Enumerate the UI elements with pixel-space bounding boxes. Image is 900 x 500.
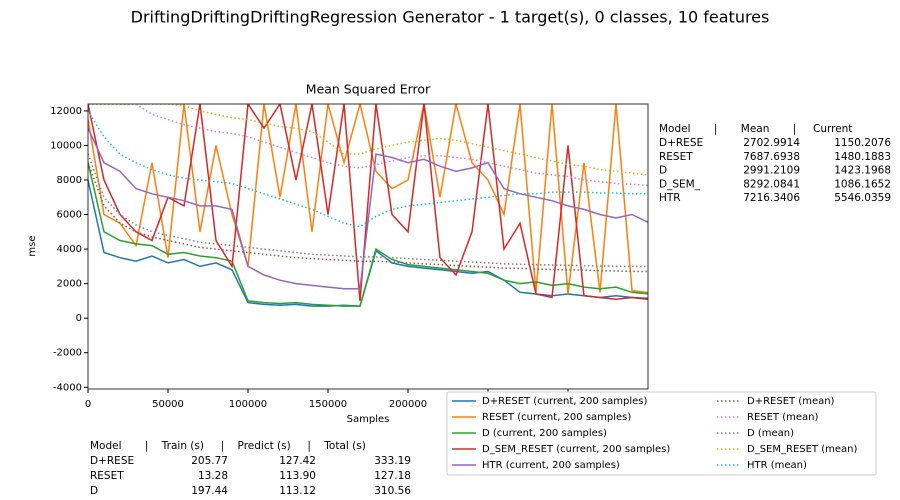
x-axis-label: Samples xyxy=(347,414,390,425)
series-line xyxy=(88,162,648,273)
time-table-cell: RESET xyxy=(90,470,124,482)
legend-label: D (current, 200 samples) xyxy=(482,428,607,439)
time-table-cell: 333.19 xyxy=(374,455,411,467)
y-tick-label: 2000 xyxy=(57,279,82,290)
time-table-cell: 13.28 xyxy=(198,470,228,482)
y-tick-label: 4000 xyxy=(57,244,82,255)
time-table-cell: 205.77 xyxy=(191,455,228,467)
time-table-header: Model | Train (s) | Predict (s) | Total … xyxy=(90,440,366,452)
side-table-cell: 8292.0841 xyxy=(743,178,800,190)
legend-label: D+RESET (current, 200 samples) xyxy=(482,396,647,407)
y-tick-label: -2000 xyxy=(53,348,82,359)
side-table-cell: 2991.2109 xyxy=(743,165,800,177)
series-line xyxy=(88,153,648,268)
series-line xyxy=(88,110,648,228)
time-table-cell: 197.44 xyxy=(191,485,228,497)
side-table-cell: D_SEM_ xyxy=(659,178,701,190)
y-tick-label: 12000 xyxy=(50,106,82,117)
time-table-cell: D+RESE xyxy=(90,455,134,467)
side-table-cell: D xyxy=(659,165,667,177)
x-tick-label: 50000 xyxy=(152,399,184,410)
series-line xyxy=(88,104,648,295)
legend-label: RESET (mean) xyxy=(747,412,818,423)
time-table-cell: D xyxy=(90,485,98,497)
series-line xyxy=(88,127,648,290)
y-tick-label: -4000 xyxy=(53,382,82,393)
y-tick-label: 6000 xyxy=(57,210,82,221)
side-table-cell: 1423.1968 xyxy=(834,165,891,177)
y-tick-label: 10000 xyxy=(50,140,82,151)
time-table-cell: 310.56 xyxy=(374,485,411,497)
legend-box xyxy=(446,391,877,476)
series-line xyxy=(88,162,648,307)
legend-label: HTR (current, 200 samples) xyxy=(482,460,620,471)
side-table-cell: 1086.1652 xyxy=(834,178,891,190)
legend-label: D_SEM_RESET (mean) xyxy=(747,444,857,455)
series-line xyxy=(88,104,648,301)
x-tick-label: 150000 xyxy=(309,399,347,410)
side-table-header: Model | Mean | Current xyxy=(659,123,852,135)
time-table-cell: 113.90 xyxy=(279,470,316,482)
chart-title: Mean Squared Error xyxy=(306,82,431,97)
x-tick-label: 200000 xyxy=(389,399,427,410)
side-table-cell: 7687.6938 xyxy=(743,151,800,163)
side-table-cell: 7216.3406 xyxy=(743,192,800,204)
legend-label: RESET (current, 200 samples) xyxy=(482,412,631,423)
x-tick-label: 0 xyxy=(85,399,91,410)
series-line xyxy=(88,104,648,176)
y-tick-label: 0 xyxy=(76,313,82,324)
time-table-cell: 127.42 xyxy=(279,455,316,467)
legend-label: D_SEM_RESET (current, 200 samples) xyxy=(482,444,670,455)
plot-frame xyxy=(87,103,649,390)
side-table-cell: HTR xyxy=(659,192,681,204)
side-table-cell: D+RESE xyxy=(659,137,703,149)
time-table-cell: 113.12 xyxy=(279,485,316,497)
y-tick-label: 8000 xyxy=(57,175,82,186)
side-table-cell: 5546.0359 xyxy=(834,192,891,204)
side-table-cell: 1150.2076 xyxy=(834,137,891,149)
side-table-cell: 2702.9914 xyxy=(743,137,800,149)
side-table-cell: RESET xyxy=(659,151,693,163)
series-line xyxy=(88,104,648,187)
side-table-cell: 1480.1883 xyxy=(834,151,891,163)
legend-label: D (mean) xyxy=(747,428,794,439)
plot-area xyxy=(88,104,648,307)
chart-suptitle: DriftingDriftingDriftingRegression Gener… xyxy=(131,8,770,27)
legend-label: HTR (mean) xyxy=(747,460,807,471)
legend-label: D+RESET (mean) xyxy=(747,396,835,407)
y-axis-label: mse xyxy=(27,235,38,256)
time-table-cell: 127.18 xyxy=(374,470,411,482)
x-tick-label: 100000 xyxy=(229,399,267,410)
